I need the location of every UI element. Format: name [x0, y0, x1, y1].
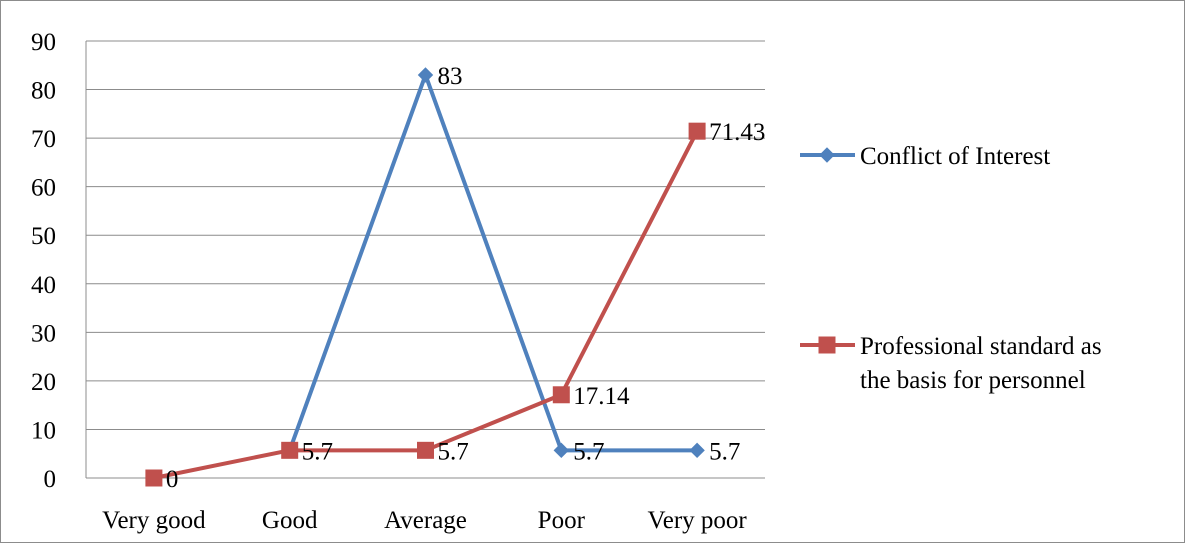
- gridlines: [86, 40, 765, 430]
- data-label: 83: [438, 63, 463, 90]
- data-label: 5.7: [573, 438, 604, 465]
- y-tick-label: 10: [31, 417, 56, 444]
- x-tick-label: Average: [384, 507, 467, 534]
- data-label: 0: [166, 466, 179, 493]
- x-tick-label: Poor: [538, 507, 586, 534]
- data-point: [417, 441, 434, 459]
- legend-entry: Conflict of Interest: [860, 143, 1050, 170]
- data-labels: 83 5.7 5.7 0 5.7 5.7 17.14 71.43: [166, 63, 765, 493]
- y-tick-label: 0: [44, 466, 57, 493]
- data-label: 17.14: [573, 383, 630, 410]
- y-axis-ticks: 0 10 20 30 40 50 60 70 80 90: [31, 29, 56, 493]
- data-label: 5.7: [302, 438, 333, 465]
- x-tick-label: Very poor: [647, 507, 747, 534]
- legend: Conflict of Interest Professional standar…: [800, 143, 1102, 394]
- data-label: 5.7: [438, 438, 469, 465]
- y-tick-label: 60: [31, 175, 56, 202]
- y-tick-label: 50: [31, 223, 56, 250]
- y-tick-label: 20: [31, 369, 56, 396]
- x-axis-ticks: Very good Good Average Poor Very poor: [102, 507, 747, 534]
- data-point: [689, 442, 705, 459]
- data-point: [553, 442, 570, 459]
- legend-marker: [819, 147, 835, 163]
- y-tick-label: 80: [31, 78, 56, 105]
- data-point: [417, 67, 434, 83]
- y-tick-label: 70: [31, 126, 56, 153]
- data-point: [281, 441, 299, 459]
- data-label: 71.43: [709, 119, 765, 146]
- series-markers: [145, 67, 706, 487]
- data-point: [552, 386, 570, 404]
- legend-marker: [818, 336, 836, 354]
- y-tick-label: 40: [31, 272, 56, 299]
- series-lines: [153, 72, 699, 480]
- y-tick-label: 30: [31, 320, 56, 347]
- y-tick-label: 90: [31, 29, 56, 56]
- data-point: [688, 122, 706, 140]
- x-tick-label: Good: [262, 507, 318, 534]
- data-point: [145, 469, 163, 487]
- data-label: 5.7: [709, 438, 740, 465]
- legend-entry: Professional standard as the basis for pe…: [860, 333, 1102, 394]
- x-tick-label: Very good: [102, 507, 206, 534]
- axes: [85, 41, 765, 479]
- series-line-0: [287, 72, 698, 453]
- series-line-1: [153, 130, 699, 480]
